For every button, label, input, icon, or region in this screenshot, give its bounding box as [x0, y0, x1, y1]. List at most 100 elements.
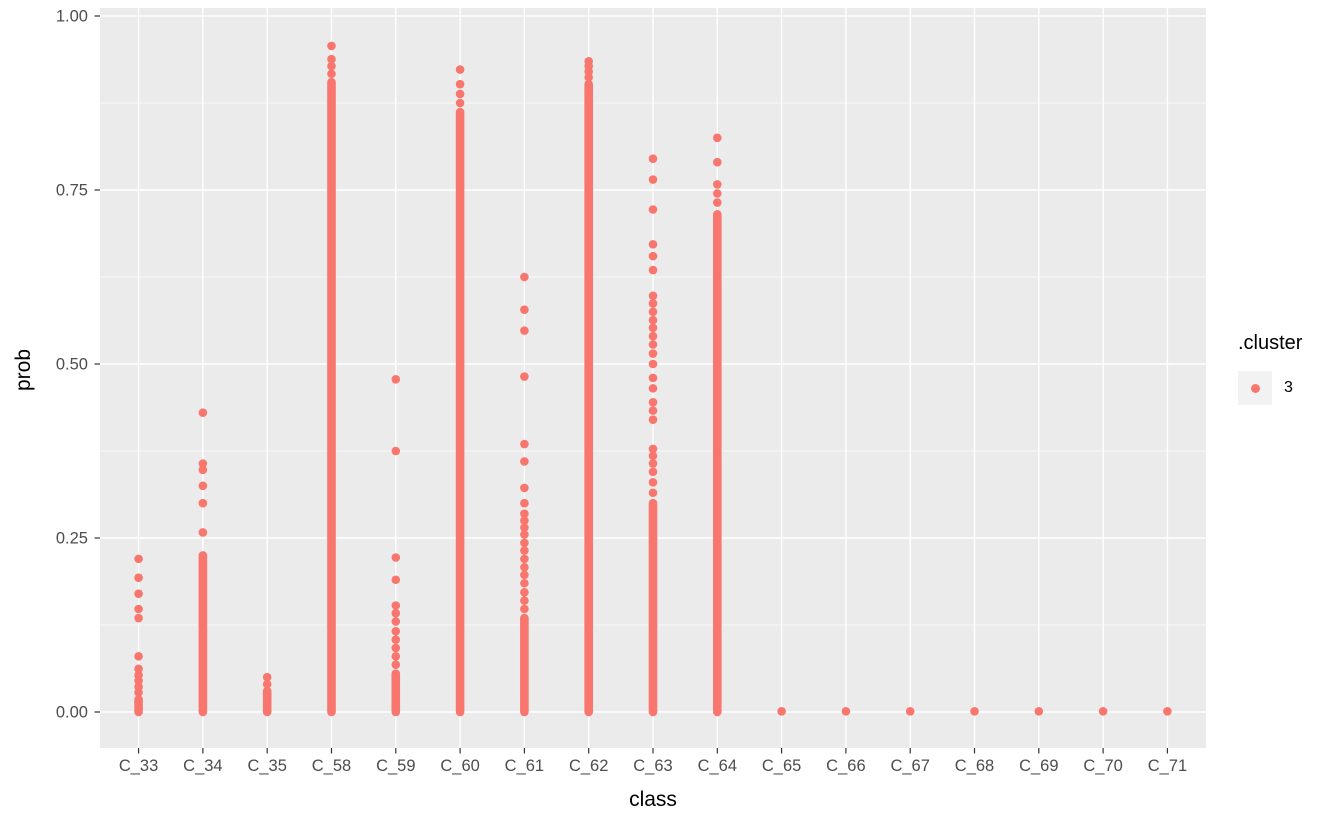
data-point	[648, 397, 658, 407]
data-point	[198, 481, 208, 491]
data-point	[648, 406, 658, 415]
y-tick-label: 0.50	[56, 356, 88, 374]
legend: .cluster 3	[1238, 332, 1302, 405]
data-point	[713, 198, 722, 207]
data-point	[648, 451, 658, 461]
data-point	[520, 554, 529, 564]
data-point	[713, 189, 722, 198]
data-point	[520, 530, 529, 539]
data-point	[391, 375, 401, 384]
data-point	[134, 682, 143, 692]
data-point	[648, 205, 658, 214]
data-point	[1098, 707, 1108, 716]
data-point	[327, 54, 336, 64]
data-point	[520, 523, 529, 532]
data-point	[391, 626, 401, 636]
data-point	[648, 478, 658, 487]
data-point	[134, 613, 143, 623]
data-point	[520, 509, 529, 518]
data-point	[520, 596, 529, 605]
data-point	[391, 553, 401, 562]
data-point	[520, 604, 529, 614]
data-point	[520, 562, 529, 572]
data-point	[520, 578, 529, 588]
data-point	[648, 340, 658, 349]
data-point	[648, 488, 658, 498]
x-tick-label: C_69	[1019, 757, 1058, 775]
legend-title: .cluster	[1238, 332, 1303, 354]
data-point	[648, 459, 658, 468]
x-tick-label: C_65	[762, 757, 801, 775]
data-point	[648, 359, 658, 369]
data-point	[520, 570, 529, 580]
data-point	[777, 707, 786, 716]
data-point	[391, 652, 401, 661]
x-tick-label: C_68	[955, 757, 994, 775]
data-point	[134, 670, 143, 680]
data-point	[648, 467, 658, 477]
data-point	[520, 457, 529, 466]
x-axis-title: class	[629, 788, 677, 811]
data-point	[1163, 707, 1172, 716]
data-point	[391, 608, 401, 618]
data-point	[648, 265, 658, 275]
data-point	[198, 498, 208, 508]
x-tick-label: C_58	[312, 757, 351, 775]
data-point	[584, 56, 593, 66]
data-point	[391, 575, 401, 585]
data-point	[520, 305, 529, 315]
y-tick-label: 0.25	[56, 530, 88, 548]
legend-entry-label: 3	[1284, 379, 1293, 396]
x-tick-label: C_35	[247, 757, 286, 775]
data-point	[970, 707, 979, 716]
y-tick-label: 1.00	[56, 8, 88, 26]
x-tick-label: C_67	[890, 757, 929, 775]
data-point	[713, 180, 722, 189]
data-point	[198, 528, 208, 537]
legend-key	[1238, 371, 1272, 405]
data-point	[520, 372, 529, 381]
data-point	[648, 175, 658, 184]
data-point	[198, 408, 208, 418]
data-point	[455, 65, 465, 74]
data-point	[520, 587, 529, 597]
data-point	[520, 546, 529, 555]
x-tick-label: C_60	[440, 757, 479, 775]
data-point	[520, 439, 529, 449]
data-point	[713, 157, 722, 167]
data-point	[841, 707, 851, 716]
data-point	[327, 41, 336, 51]
data-point	[198, 465, 208, 475]
data-point	[391, 643, 401, 653]
data-point	[327, 61, 336, 71]
data-point	[391, 660, 401, 669]
data-point	[455, 98, 465, 108]
data-point	[648, 323, 658, 333]
data-point	[134, 589, 143, 598]
data-point	[648, 349, 658, 358]
x-tick-label: C_59	[376, 757, 415, 775]
y-axis-title: prob	[12, 348, 35, 392]
legend-entry: 3	[1238, 371, 1302, 405]
y-tick-label: 0.00	[56, 704, 88, 722]
y-tick-label: 0.75	[56, 182, 88, 200]
x-tick-label: C_64	[698, 757, 737, 775]
data-point	[905, 707, 915, 716]
x-tick-label: C_62	[569, 757, 608, 775]
data-point	[262, 672, 272, 682]
data-point	[520, 272, 529, 282]
data-point	[648, 415, 658, 424]
data-point	[455, 89, 465, 99]
data-point	[198, 459, 208, 468]
data-point	[455, 79, 465, 89]
data-point	[648, 251, 658, 261]
data-point	[327, 69, 336, 79]
data-point	[134, 573, 143, 582]
data-point	[520, 483, 529, 493]
x-tick-label: C_66	[826, 757, 865, 775]
x-tick-label: C_34	[183, 757, 222, 775]
data-point	[520, 326, 529, 335]
data-point	[648, 373, 658, 383]
data-point	[520, 516, 529, 525]
